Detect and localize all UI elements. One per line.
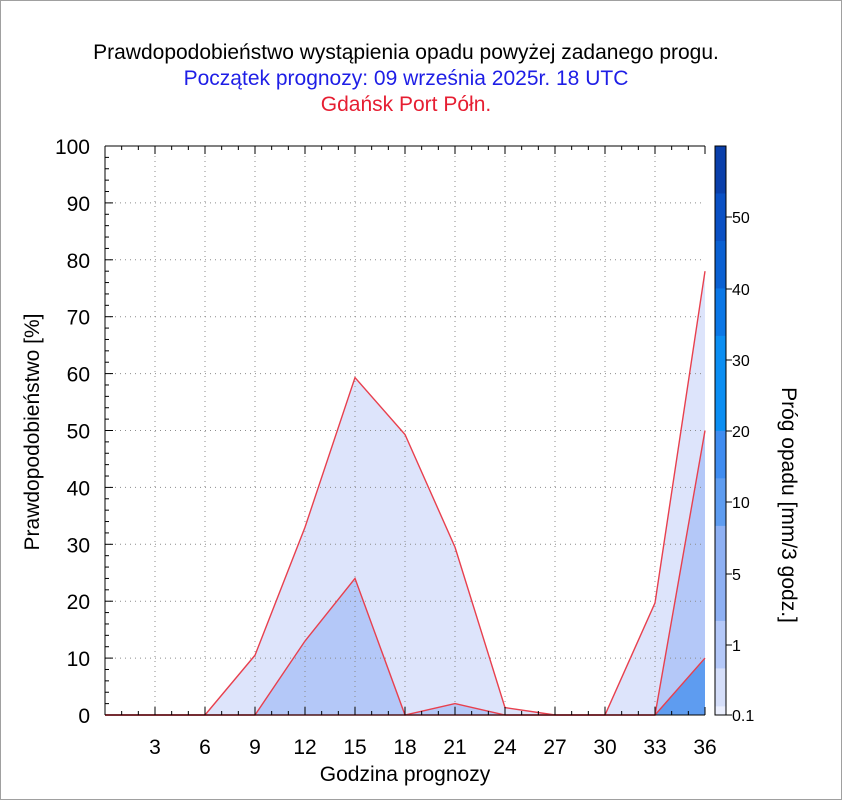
y-tick-label: 20 <box>67 591 90 614</box>
colorbar-tick-label: 50 <box>732 210 750 227</box>
y-tick-labels: 0 10 20 30 40 50 60 70 80 90 100 <box>55 136 90 728</box>
x-tick-label: 6 <box>199 736 211 759</box>
axes <box>104 145 706 716</box>
y-tick-label: 40 <box>67 477 90 500</box>
y-tick-label: 70 <box>67 307 90 330</box>
colorbar-band-5 <box>715 430 726 479</box>
x-tick-label: 30 <box>593 736 616 759</box>
x-tick-label: 36 <box>693 736 716 759</box>
x-tick-label: 15 <box>343 736 366 759</box>
chart-title: Prawdopodobieństwo wystąpienia opadu pow… <box>93 41 719 64</box>
colorbar-tick-label: 30 <box>732 353 750 370</box>
colorbar-tick-label: 5 <box>732 567 741 584</box>
y-tick-label: 60 <box>67 364 90 387</box>
y-tick-label: 30 <box>67 534 90 557</box>
colorbar-band-6 <box>715 335 726 431</box>
x-tick-label: 21 <box>443 736 466 759</box>
grid-lines <box>105 146 705 715</box>
y-tick-label: 80 <box>67 250 90 273</box>
colorbar-band-3 <box>715 525 726 621</box>
x-tick-labels: 3 6 9 12 15 18 21 24 27 30 33 36 <box>149 736 717 759</box>
x-tick-label: 12 <box>293 736 316 759</box>
y-axis-label: Prawdopodobieństwo [%] <box>21 314 44 551</box>
colorbar-band-8 <box>715 240 726 289</box>
colorbar-label: Próg opadu [mm/3 godz.] <box>777 387 800 623</box>
y-tick-label: 100 <box>55 136 90 159</box>
x-tick-label: 18 <box>393 736 416 759</box>
colorbar-tick-label: 1 <box>732 638 741 655</box>
probability-areas <box>105 271 705 715</box>
colorbar-tick-label: 10 <box>732 495 750 512</box>
x-tick-label: 33 <box>643 736 666 759</box>
colorbar-band-1 <box>715 668 726 707</box>
colorbar-band-4 <box>715 478 726 526</box>
colorbar-band-0 <box>715 706 726 715</box>
y-tick-label: 0 <box>78 705 90 728</box>
colorbar-band-10 <box>715 146 726 194</box>
x-tick-label: 24 <box>493 736 517 759</box>
x-tick-label: 3 <box>149 736 161 759</box>
y-tick-label: 90 <box>67 193 90 216</box>
y-tick-label: 10 <box>67 648 90 671</box>
colorbar-band-2 <box>715 620 726 669</box>
x-tick-label: 9 <box>249 736 261 759</box>
x-tick-label: 27 <box>543 736 566 759</box>
colorbar-tick-label: 0.1 <box>732 708 754 725</box>
colorbar-tick-label: 20 <box>732 424 750 441</box>
station-name: Gdańsk Port Półn. <box>320 93 492 116</box>
x-axis-label: Godzina prognozy <box>320 763 491 786</box>
colorbar-band-7 <box>715 288 726 336</box>
area-threshold-0 <box>105 271 705 715</box>
colorbar-band-9 <box>715 193 726 241</box>
threshold-colorbar: 0.1 1 5 10 20 30 40 50 <box>714 145 754 725</box>
forecast-start-subtitle: Początek prognozy: 09 września 2025r. 18… <box>183 67 629 90</box>
colorbar-tick-label: 40 <box>732 282 750 299</box>
y-tick-label: 50 <box>67 421 90 444</box>
